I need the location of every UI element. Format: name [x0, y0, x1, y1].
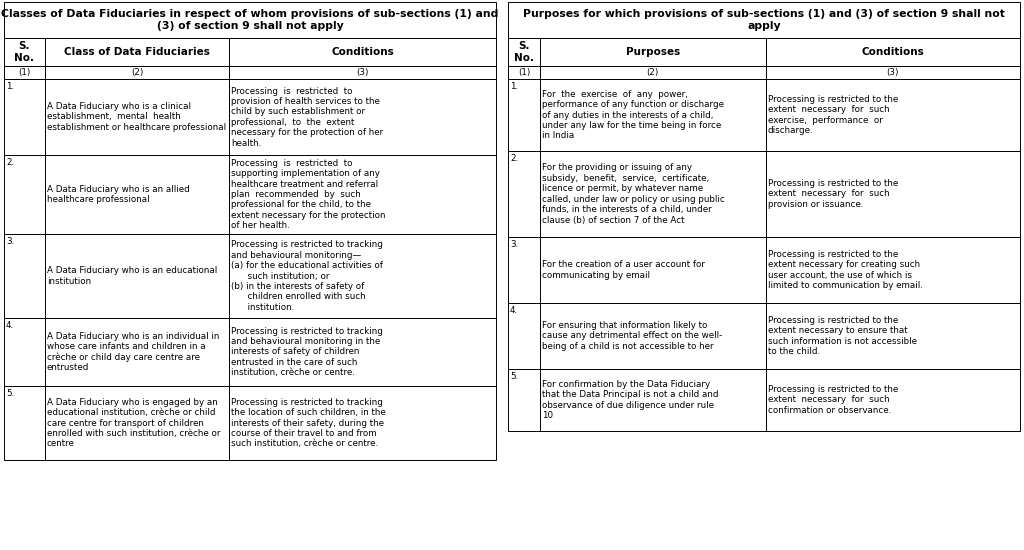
Bar [229, 234, 496, 318]
Bar [4, 318, 45, 386]
Bar [229, 318, 496, 386]
Bar [4, 2, 496, 38]
Bar [766, 79, 1020, 151]
Text: Conditions: Conditions [332, 47, 394, 57]
Text: 4.: 4. [6, 321, 14, 330]
Bar [4, 155, 45, 234]
Bar [766, 66, 1020, 79]
Text: Processing is restricted to the
extent necessary to ensure that
such information: Processing is restricted to the extent n… [768, 316, 916, 356]
Text: A Data Fiduciary who is an educational
institution: A Data Fiduciary who is an educational i… [47, 266, 217, 285]
Bar [508, 151, 541, 237]
Text: (2): (2) [131, 68, 143, 77]
Bar [508, 369, 541, 431]
Bar [45, 318, 229, 386]
Text: 2.: 2. [6, 158, 14, 167]
Text: Purposes: Purposes [626, 47, 680, 57]
Bar [4, 38, 45, 66]
Text: Processing is restricted to tracking
the location of such children, in the
inter: Processing is restricted to tracking the… [231, 398, 386, 448]
Bar [45, 386, 229, 460]
Bar [766, 151, 1020, 237]
Bar [229, 66, 496, 79]
Text: For the providing or issuing of any
subsidy,  benefit,  service,  certificate,
l: For the providing or issuing of any subs… [543, 163, 725, 224]
Text: 1.: 1. [6, 82, 14, 91]
Bar [45, 234, 229, 318]
Text: 5.: 5. [6, 389, 14, 398]
Bar [766, 303, 1020, 369]
Text: Processing  is  restricted  to
provision of health services to the
child by such: Processing is restricted to provision of… [231, 86, 384, 147]
Bar [541, 66, 766, 79]
Text: (1): (1) [518, 68, 530, 77]
Bar [229, 155, 496, 234]
Text: Processing is restricted to the
extent  necessary  for  such
exercise,  performa: Processing is restricted to the extent n… [768, 95, 898, 135]
Text: (3): (3) [887, 68, 899, 77]
Bar [4, 79, 45, 155]
Text: Processing is restricted to the
extent  necessary  for  such
provision or issuan: Processing is restricted to the extent n… [768, 179, 898, 209]
Text: Processing is restricted to tracking
and behavioural monitoring—
(a) for the edu: Processing is restricted to tracking and… [231, 240, 383, 312]
Text: Processing is restricted to the
extent necessary for creating such
user account,: Processing is restricted to the extent n… [768, 250, 923, 290]
Bar [541, 38, 766, 66]
Bar [45, 38, 229, 66]
Bar [4, 66, 45, 79]
Text: 4.: 4. [510, 306, 518, 315]
Bar [541, 237, 766, 303]
Bar [766, 38, 1020, 66]
Text: (1): (1) [18, 68, 31, 77]
Bar [229, 386, 496, 460]
Text: Processing is restricted to tracking
and behavioural monitoring in the
interests: Processing is restricted to tracking and… [231, 327, 383, 377]
Text: Class of Data Fiduciaries: Class of Data Fiduciaries [65, 47, 210, 57]
Text: S.
No.: S. No. [514, 41, 535, 63]
Text: 3.: 3. [510, 240, 518, 249]
Text: (3): (3) [356, 68, 369, 77]
Bar [45, 79, 229, 155]
Text: Classes of Data Fiduciaries in respect of whom provisions of sub-sections (1) an: Classes of Data Fiduciaries in respect o… [1, 9, 499, 31]
Text: A Data Fiduciary who is a clinical
establishment,  mental  health
establishment : A Data Fiduciary who is a clinical estab… [47, 102, 226, 132]
Bar [766, 369, 1020, 431]
Text: 3.: 3. [6, 237, 14, 246]
Bar [4, 386, 45, 460]
Text: Conditions: Conditions [861, 47, 924, 57]
Bar [4, 234, 45, 318]
Bar [508, 303, 541, 369]
Text: For the creation of a user account for
communicating by email: For the creation of a user account for c… [543, 260, 706, 280]
Text: 1.: 1. [510, 82, 518, 91]
Bar [508, 79, 541, 151]
Bar [229, 79, 496, 155]
Text: (2): (2) [647, 68, 659, 77]
Bar [541, 79, 766, 151]
Bar [508, 38, 541, 66]
Bar [508, 2, 1020, 38]
Text: Processing  is  restricted  to
supporting implementation of any
healthcare treat: Processing is restricted to supporting i… [231, 159, 386, 230]
Bar [541, 303, 766, 369]
Text: A Data Fiduciary who is an individual in
whose care infants and children in a
cr: A Data Fiduciary who is an individual in… [47, 332, 219, 372]
Text: Purposes for which provisions of sub-sections (1) and (3) of section 9 shall not: Purposes for which provisions of sub-sec… [523, 9, 1005, 31]
Text: For  the  exercise  of  any  power,
performance of any function or discharge
of : For the exercise of any power, performan… [543, 90, 724, 140]
Bar [508, 237, 541, 303]
Text: 5.: 5. [510, 372, 518, 381]
Text: For ensuring that information likely to
cause any detrimental effect on the well: For ensuring that information likely to … [543, 321, 723, 351]
Text: 2.: 2. [510, 154, 518, 163]
Text: S.
No.: S. No. [14, 41, 35, 63]
Text: A Data Fiduciary who is an allied
healthcare professional: A Data Fiduciary who is an allied health… [47, 185, 189, 204]
Text: Processing is restricted to the
extent  necessary  for  such
confirmation or obs: Processing is restricted to the extent n… [768, 385, 898, 415]
Bar [229, 38, 496, 66]
Bar [508, 66, 541, 79]
Text: A Data Fiduciary who is engaged by an
educational institution, crèche or child
c: A Data Fiduciary who is engaged by an ed… [47, 398, 220, 448]
Bar [45, 66, 229, 79]
Bar [45, 155, 229, 234]
Text: For confirmation by the Data Fiduciary
that the Data Principal is not a child an: For confirmation by the Data Fiduciary t… [543, 380, 719, 420]
Bar [541, 369, 766, 431]
Bar [541, 151, 766, 237]
Bar [766, 237, 1020, 303]
